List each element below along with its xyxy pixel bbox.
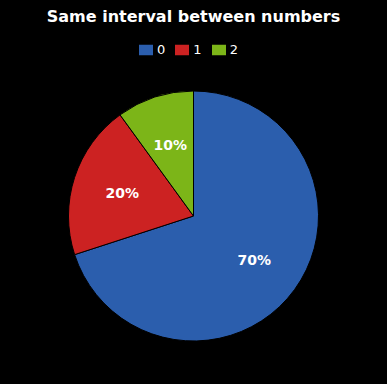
svg-text:20%: 20%: [105, 185, 139, 201]
html-text:0: 0: [157, 42, 166, 57]
html-text:1: 1: [193, 42, 202, 57]
svg-text:10%: 10%: [154, 137, 188, 153]
svg-text:70%: 70%: [237, 252, 271, 268]
html-text:2: 2: [229, 42, 238, 57]
html-text:Same interval between numbers: Same interval between numbers: [46, 7, 341, 26]
